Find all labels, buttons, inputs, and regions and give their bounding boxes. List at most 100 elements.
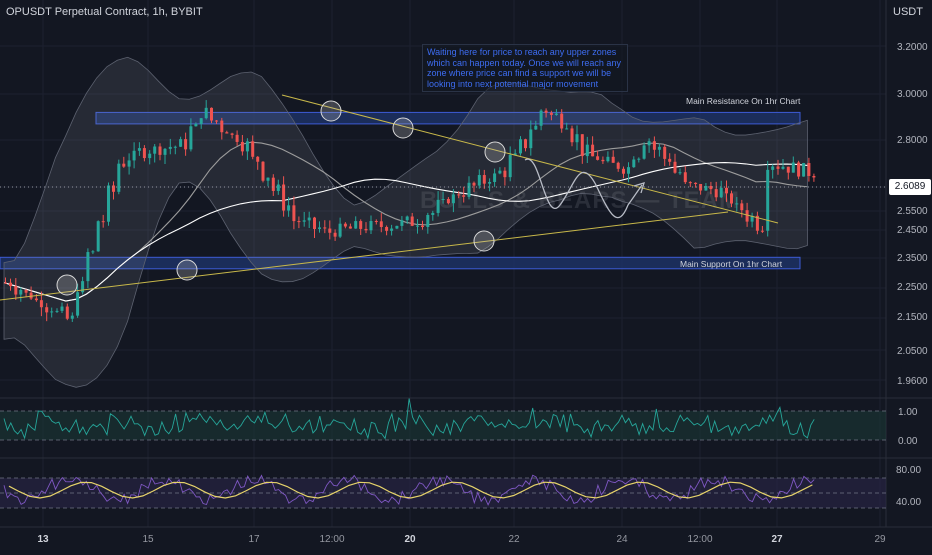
candle-body [117, 163, 121, 192]
candle-body [704, 185, 708, 191]
candle-body [513, 153, 517, 155]
candle-body [601, 159, 605, 162]
highlight-circle [176, 259, 198, 281]
candle-body [632, 159, 636, 168]
candle-body [307, 217, 311, 221]
highlight-circle [56, 274, 78, 296]
currency-label: USDT [893, 6, 923, 18]
candle-body [565, 128, 569, 130]
time-tick-label: 12:00 [319, 534, 344, 545]
time-tick-label: 15 [142, 534, 154, 545]
candle-body [168, 146, 172, 149]
osc2-fast-line [3, 474, 815, 506]
candle-body [446, 199, 450, 204]
candle-body [416, 225, 419, 227]
candle-body [688, 182, 692, 184]
candle-body [256, 156, 260, 162]
candle-body [797, 162, 801, 177]
descending-trendline [281, 94, 779, 224]
candle-body [163, 148, 167, 155]
candle-body [343, 223, 347, 227]
candle-body [524, 139, 527, 149]
candle-body [410, 216, 414, 226]
candle-body [616, 162, 620, 169]
price-tick-label: 3.0000 [897, 89, 928, 100]
time-tick-label: 22 [508, 534, 520, 545]
candle-body [585, 144, 589, 157]
projection-arrow [633, 182, 645, 194]
candle-body [189, 126, 193, 150]
candle-body [627, 167, 630, 174]
price-tick-label: 2.0500 [897, 346, 928, 357]
candle-body [472, 182, 476, 186]
osc1-tick-label: 0.00 [898, 436, 918, 447]
candle-body [354, 221, 358, 229]
candle-body [65, 306, 69, 319]
candle-body [60, 306, 64, 311]
time-tick-label: 17 [248, 534, 260, 545]
candle-body [39, 300, 43, 308]
candle-body [245, 141, 249, 152]
candle-body [462, 195, 466, 197]
candle-body [45, 307, 49, 313]
osc1-band [0, 411, 886, 440]
candle-body [122, 163, 126, 167]
candle-body [467, 182, 471, 197]
candle-body [730, 193, 733, 204]
candle-body [477, 175, 481, 186]
candle-body [668, 158, 672, 162]
candle-body [261, 161, 265, 181]
price-tick-label: 2.2500 [897, 282, 928, 293]
candle-body [204, 107, 208, 119]
candle-body [148, 153, 152, 159]
ascending-trendline [0, 211, 729, 301]
candle-body [287, 205, 291, 211]
candle-body [271, 177, 275, 191]
time-tick-label: 13 [37, 534, 49, 545]
time-tick-label: 24 [616, 534, 628, 545]
candle-body [451, 194, 455, 204]
candle-body [50, 311, 54, 313]
current-price-tag: 2.6089 [889, 179, 931, 195]
candle-body [96, 221, 100, 252]
candle-body [441, 199, 445, 201]
candle-body [709, 185, 713, 190]
candle-body [611, 156, 615, 163]
candle-body [405, 216, 409, 221]
candle-body [251, 141, 255, 157]
osc2-slow-line [8, 481, 813, 499]
candle-body [364, 228, 368, 231]
candle-body [657, 146, 661, 150]
osc1-tick-label: 1.00 [898, 407, 918, 418]
candle-body [482, 175, 486, 184]
candle-body [431, 212, 435, 215]
candle-body [199, 118, 203, 124]
candle-body [179, 139, 183, 147]
candle-body [328, 228, 332, 233]
candle-body [338, 223, 342, 237]
candle-body [421, 225, 424, 228]
candle-body [554, 113, 558, 115]
resistance-label: Main Resistance On 1hr Chart [686, 96, 801, 106]
candle-body [4, 282, 7, 284]
candle-body [745, 210, 749, 222]
candle-body [318, 227, 321, 229]
price-tick-label: 2.4500 [897, 225, 928, 236]
candle-body [9, 282, 12, 287]
candle-body [276, 184, 280, 191]
candle-body [395, 225, 399, 229]
candle-body [215, 120, 218, 122]
candle-body [436, 199, 440, 213]
candle-body [302, 220, 306, 222]
candle-body [508, 154, 512, 178]
support-zone [0, 256, 801, 270]
candle-body [19, 289, 23, 295]
candle-body [323, 227, 327, 229]
candle-body [29, 292, 33, 299]
candle-body [142, 148, 146, 159]
highlight-circle [320, 100, 342, 122]
candle-body [81, 281, 85, 293]
candle-body [230, 133, 234, 135]
